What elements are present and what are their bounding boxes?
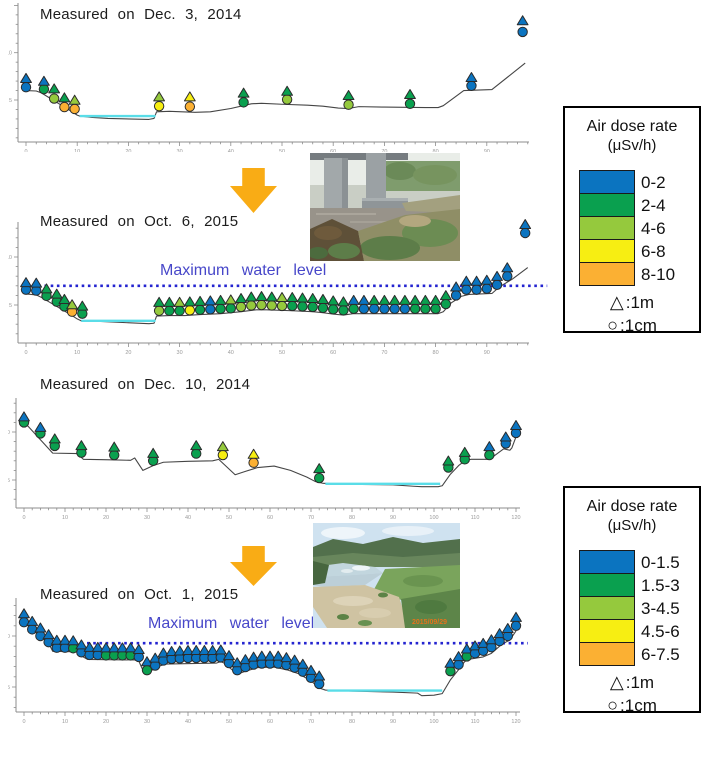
svg-text:50: 50 <box>279 350 285 356</box>
legend-unit: (μSv/h) <box>607 137 657 154</box>
legend-range-labels: 0-2 2-4 4-6 6-8 8-10 <box>641 173 676 284</box>
svg-text:10: 10 <box>74 350 80 356</box>
triangle-icon: △ <box>609 292 624 312</box>
svg-text:70: 70 <box>381 149 387 152</box>
svg-text:5: 5 <box>9 98 12 104</box>
svg-text:5: 5 <box>8 478 10 484</box>
svg-text:50: 50 <box>226 719 232 725</box>
svg-text:120: 120 <box>511 515 520 521</box>
circle-marker-legend: ○:1cm <box>607 695 657 715</box>
cross-section-plot-dec-3-2014: 0 10 20 30 40 50 60 70 80 90 5 10 <box>6 0 553 155</box>
svg-text:40: 40 <box>185 719 191 725</box>
triangle-marker-legend: △:1m <box>609 292 655 312</box>
svg-text:10: 10 <box>8 51 12 57</box>
legend-swatch <box>579 170 635 194</box>
svg-text:40: 40 <box>228 350 234 356</box>
legend-air-dose-rate-1: Air dose rate (μSv/h) 0-2 2-4 4-6 6-8 8-… <box>563 106 701 335</box>
svg-text:70: 70 <box>308 719 314 725</box>
svg-text:20: 20 <box>125 350 131 356</box>
legend-title: Air dose rate <box>586 498 678 515</box>
svg-text:5: 5 <box>8 685 10 691</box>
svg-text:50: 50 <box>226 515 232 521</box>
legend-color-scale <box>579 550 635 666</box>
svg-text:90: 90 <box>484 149 490 152</box>
legend-swatch <box>579 573 635 597</box>
svg-text:0: 0 <box>24 350 27 356</box>
svg-text:0: 0 <box>22 515 25 521</box>
svg-text:40: 40 <box>228 149 234 152</box>
svg-text:10: 10 <box>74 149 80 152</box>
svg-text:30: 30 <box>144 515 150 521</box>
legend-swatch <box>579 193 635 217</box>
svg-text:60: 60 <box>267 515 273 521</box>
svg-text:30: 30 <box>177 350 183 356</box>
svg-text:90: 90 <box>390 515 396 521</box>
legend-color-scale <box>579 170 635 286</box>
legend-range-labels: 0-1.5 1.5-3 3-4.5 4.5-6 6-7.5 <box>641 553 680 664</box>
circle-marker-legend: ○:1cm <box>607 315 657 335</box>
legend-swatch <box>579 216 635 240</box>
chart-title-dec-10-2014: Measured on Dec. 10, 2014 <box>40 376 251 393</box>
svg-text:80: 80 <box>433 350 439 356</box>
svg-text:80: 80 <box>349 719 355 725</box>
svg-text:10: 10 <box>8 430 10 436</box>
svg-text:90: 90 <box>484 350 490 356</box>
svg-text:60: 60 <box>330 149 336 152</box>
circle-icon: ○ <box>607 315 619 335</box>
chart-title-oct-6-2015: Measured on Oct. 6, 2015 <box>40 213 239 230</box>
photo-bridge-erosion <box>310 153 460 261</box>
svg-text:60: 60 <box>330 350 336 356</box>
svg-text:10: 10 <box>62 719 68 725</box>
chart-title-oct-1-2015: Measured on Oct. 1, 2015 <box>40 586 239 603</box>
svg-text:70: 70 <box>308 515 314 521</box>
svg-text:20: 20 <box>103 515 109 521</box>
triangle-marker-legend: △:1m <box>609 672 655 692</box>
svg-text:60: 60 <box>267 719 273 725</box>
legend-swatch <box>579 550 635 574</box>
max-water-level-label: Maximum water level <box>160 262 327 279</box>
cross-section-plot-oct-1-2015: 0 10 20 30 40 50 60 70 80 90 100 110 120 5 10 <box>4 580 553 732</box>
svg-text:70: 70 <box>381 350 387 356</box>
legend-swatch <box>579 239 635 263</box>
triangle-icon: △ <box>609 672 624 692</box>
svg-text:30: 30 <box>144 719 150 725</box>
photo-datestamp: 2015/09/29 <box>412 619 447 626</box>
down-arrow-icon <box>230 168 277 213</box>
svg-text:40: 40 <box>185 515 191 521</box>
svg-text:0: 0 <box>22 719 25 725</box>
svg-text:100: 100 <box>429 515 438 521</box>
legend-swatch <box>579 642 635 666</box>
svg-text:110: 110 <box>471 515 480 521</box>
chart-title-dec-3-2014: Measured on Dec. 3, 2014 <box>40 6 242 23</box>
svg-text:5: 5 <box>9 303 12 309</box>
photo-river-sandbank: 2015/09/29 <box>313 523 460 628</box>
svg-text:10: 10 <box>8 255 12 261</box>
legend-swatch <box>579 262 635 286</box>
svg-text:110: 110 <box>471 719 480 725</box>
svg-text:20: 20 <box>125 149 131 152</box>
legend-title: Air dose rate <box>586 118 678 135</box>
svg-text:50: 50 <box>279 149 285 152</box>
svg-text:80: 80 <box>433 149 439 152</box>
svg-text:10: 10 <box>62 515 68 521</box>
svg-text:90: 90 <box>390 719 396 725</box>
max-water-level-label: Maximum water level <box>148 615 315 632</box>
legend-air-dose-rate-2: Air dose rate (μSv/h) 0-1.5 1.5-3 3-4.5 … <box>563 486 701 715</box>
legend-swatch <box>579 596 635 620</box>
cross-section-plot-oct-6-2015: 0 10 20 30 40 50 60 70 80 90 5 10 <box>6 212 553 364</box>
legend-swatch <box>579 619 635 643</box>
svg-text:20: 20 <box>103 719 109 725</box>
circle-icon: ○ <box>607 695 619 715</box>
svg-text:10: 10 <box>8 634 10 640</box>
cross-section-plot-dec-10-2014: 0 10 20 30 40 50 60 70 80 90 100 110 120 5 10 <box>4 373 553 525</box>
svg-text:100: 100 <box>429 719 438 725</box>
legend-unit: (μSv/h) <box>607 517 657 534</box>
svg-text:80: 80 <box>349 515 355 521</box>
svg-text:120: 120 <box>511 719 520 725</box>
svg-text:30: 30 <box>177 149 183 152</box>
svg-text:0: 0 <box>24 149 27 152</box>
